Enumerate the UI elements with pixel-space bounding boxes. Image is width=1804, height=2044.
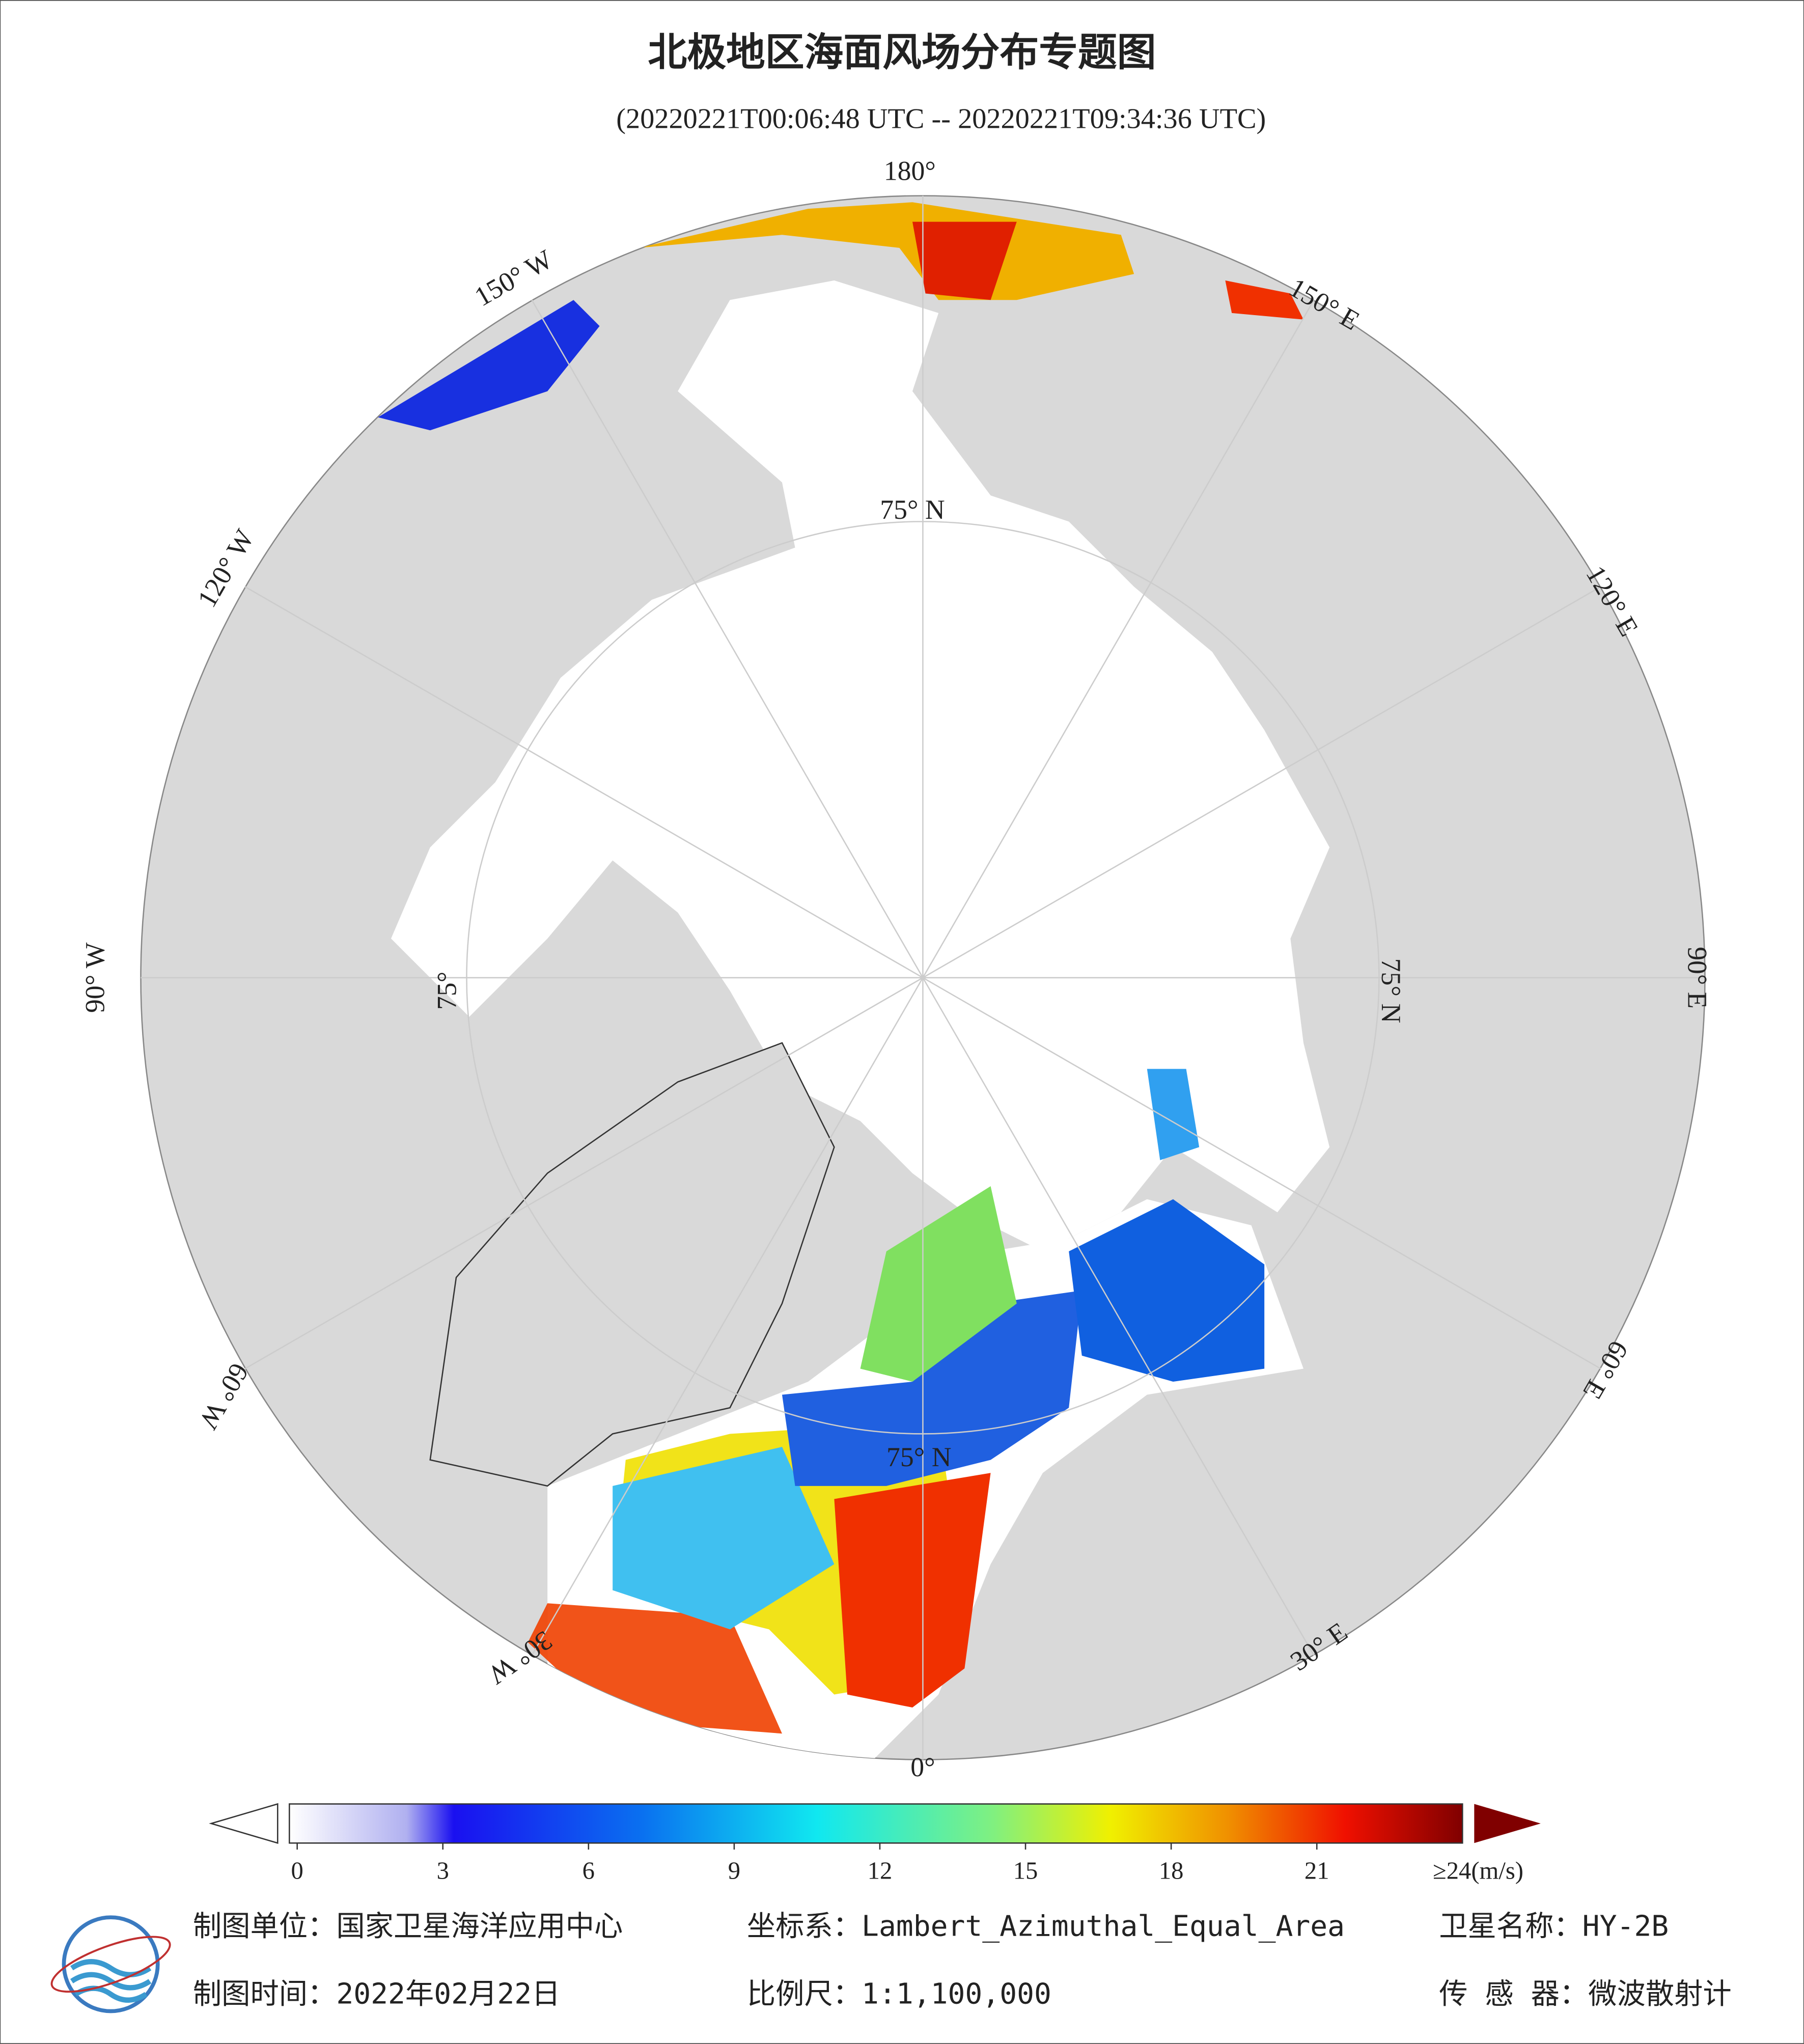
ocean bbox=[378, 202, 1330, 1760]
footer-date: 制图时间：2022年02月22日 bbox=[193, 1977, 561, 2010]
footer-unit: 制图单位：国家卫星海洋应用中心 bbox=[193, 1910, 623, 1943]
colorbar-bar bbox=[289, 1803, 1463, 1844]
subtitle: (20220221T00:06:48 UTC -- 20220221T09:34… bbox=[616, 103, 1266, 134]
footer-sensor: 传 感 器：微波散射计 bbox=[1439, 1977, 1731, 2010]
footer-projection: 坐标系：Lambert_Azimuthal_Equal_Area bbox=[747, 1910, 1345, 1943]
colorbar-tick-label: 0 bbox=[291, 1857, 303, 1884]
colorbar-tick-label: 21 bbox=[1305, 1857, 1329, 1884]
colorbar-tick-label: 12 bbox=[868, 1857, 893, 1884]
meridian-label: 180° bbox=[884, 155, 936, 186]
footer-satellite: 卫星名称：HY-2B bbox=[1439, 1910, 1669, 1943]
colorbar-tick-label: 6 bbox=[582, 1857, 595, 1884]
latitude-label: 75° N bbox=[880, 494, 945, 525]
latitude-label: 75° bbox=[432, 971, 462, 1010]
meridian-label: 0° bbox=[910, 1752, 935, 1782]
latitude-label: 75° N bbox=[1376, 958, 1406, 1023]
colorbar-tick-label: 15 bbox=[1013, 1857, 1038, 1884]
footer-scale: 比例尺：1:1,100,000 bbox=[747, 1977, 1051, 2010]
colorbar-tick-label: 9 bbox=[728, 1857, 740, 1884]
meridian-label: 90° E bbox=[1682, 947, 1713, 1009]
graticule bbox=[141, 195, 1705, 1760]
colorbar-tick-label: 18 bbox=[1159, 1857, 1184, 1884]
colorbar-min-arrow bbox=[209, 1803, 279, 1844]
colorbar-tick-label: 3 bbox=[437, 1857, 449, 1884]
logo bbox=[50, 1915, 171, 2013]
colorbar-max-label: ≥24(m/s) bbox=[1433, 1857, 1523, 1884]
map: 180° 150° E 120° E 90° E 60° E 30° E 0° … bbox=[79, 155, 1712, 1782]
latitude-label: 75° N bbox=[886, 1442, 952, 1472]
meridian-label: 90° W bbox=[79, 942, 110, 1013]
title: 北极地区海面风场分布专题图 bbox=[648, 30, 1156, 75]
colorbar: 0 3 6 9 12 15 18 21 ≥24(m/s) bbox=[209, 1803, 1541, 1884]
colorbar-max-arrow bbox=[1474, 1804, 1541, 1843]
